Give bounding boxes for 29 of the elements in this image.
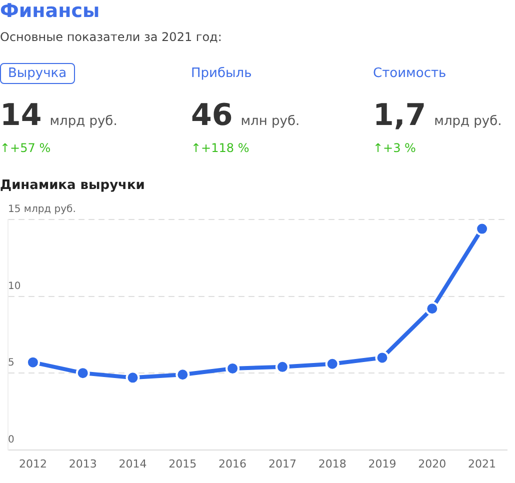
x-tick-label: 2018 [318,457,346,470]
text: Стоимость [373,65,446,83]
x-tick-label: 2012 [18,457,47,470]
text: 46 [191,98,233,133]
x-tick-label: 2014 [118,457,147,470]
text: ↑+57 % [0,141,51,155]
text: млрд руб. [50,114,118,129]
x-tick-label: 2013 [68,457,97,470]
text: Прибыль [191,65,252,83]
text: Основные показатели за 2021 год: [0,30,222,44]
text: ↑+118 % [191,141,250,155]
y-tick-label: 0 [8,434,14,446]
text: Финансы [0,0,100,22]
text: Выручка [0,63,75,84]
text: ↑+3 % [373,141,416,155]
x-tick-label: 2019 [368,457,396,470]
y-tick-label: 15 млрд руб. [8,204,76,216]
text: млрд руб. [434,114,502,129]
text: 1,7 [373,98,426,133]
text: млн руб. [240,114,300,129]
x-tick-label: 2020 [418,457,446,470]
y-tick-label: 10 [8,280,21,292]
chart-title: Динамика выручки [0,178,145,194]
x-tick-label: 2017 [268,457,296,470]
x-tick-label: 2021 [468,457,496,470]
x-tick-label: 2016 [218,457,247,470]
x-tick-label: 2015 [168,457,197,470]
text: 14 [0,98,42,133]
y-tick-label: 5 [8,358,14,369]
